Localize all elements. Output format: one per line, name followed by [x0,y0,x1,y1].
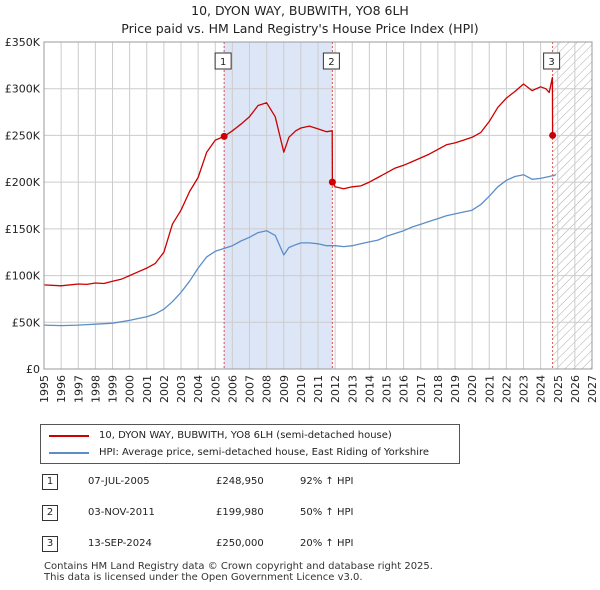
x-tick-label: 2015 [381,375,394,403]
x-tick-label: 2003 [175,375,188,403]
footer-line-1: Contains HM Land Registry data © Crown c… [44,561,433,572]
y-tick-label: £300K [5,83,41,96]
sale-point [328,178,336,186]
x-tick-label: 2016 [398,375,411,403]
x-tick-label: 2001 [141,375,154,403]
table-row: 1 07-JUL-2005 £248,950 92% ↑ HPI [0,474,600,494]
x-tick-label: 2004 [192,375,205,403]
property-price-line [43,76,554,287]
plot-frame [43,41,593,370]
transaction-number-badge: 2 [42,505,58,521]
price-chart: 1 2 3 1995 1996 1997 1998 1999 2000 2001 2002 2003… [5,36,599,403]
footer-notice: Contains HM Land Registry data © Crown c… [44,561,433,583]
x-tick-label: 2020 [466,375,479,403]
x-tick-label: 2024 [535,375,548,403]
sale-point [220,132,228,140]
y-tick-label: £0 [26,363,40,376]
marker-label-box [214,52,232,70]
x-tick-label: 2025 [552,375,565,403]
y-tick-label: £250K [5,129,41,142]
x-tick-label: 2027 [586,375,599,403]
x-tick-label: 1996 [55,375,68,403]
x-tick-label: 1997 [72,375,85,403]
transaction-hpi-change: 92% ↑ HPI [300,476,354,487]
legend-item-hpi: HPI: Average price, semi-detached house,… [49,446,449,460]
transaction-date: 13-SEP-2024 [88,538,152,549]
legend-swatch-hpi [49,452,89,454]
x-tick-label: 2008 [261,375,274,403]
x-tick-label: 2005 [209,375,222,403]
x-tick-label: 2023 [518,375,531,403]
transaction-hpi-change: 50% ↑ HPI [300,507,354,518]
marker-label: 2 [328,57,334,68]
x-tick-label: 2007 [244,375,257,403]
x-tick-label: 1998 [89,375,102,403]
x-tick-label: 2012 [329,375,342,403]
table-row: 2 03-NOV-2011 £199,980 50% ↑ HPI [0,505,600,525]
y-tick-label: £200K [5,176,41,189]
legend-swatch-property [49,435,89,437]
hpi-line [43,174,557,327]
x-tick-label: 2000 [124,375,137,403]
y-tick-label: £350K [5,36,41,49]
chart-title-line2: Price paid vs. HM Land Registry's House … [121,21,479,36]
y-tick-label: £100K [5,270,41,283]
transaction-date: 07-JUL-2005 [88,476,150,487]
marker-label-box [543,52,561,70]
x-tick-label: 2018 [432,375,445,403]
x-tick-label: 2019 [449,375,462,403]
y-tick-label: £50K [12,316,41,329]
x-tick-label: 2010 [295,375,308,403]
x-tick-label: 2021 [483,375,496,403]
x-tick-label: 2006 [226,375,239,403]
transaction-hpi-change: 20% ↑ HPI [300,538,354,549]
sale-point [549,131,557,139]
x-tick-label: 2026 [569,375,582,403]
transaction-date: 03-NOV-2011 [88,507,155,518]
legend: 10, DYON WAY, BUBWITH, YO8 6LH (semi-det… [40,424,460,464]
x-tick-label: 2014 [363,375,376,403]
table-row: 3 13-SEP-2024 £250,000 20% ↑ HPI [0,536,600,556]
highlight-band [223,42,333,369]
chart-title-line1: 10, DYON WAY, BUBWITH, YO8 6LH [191,3,409,18]
x-tick-label: 2011 [312,375,325,403]
x-tick-label: 2022 [500,375,513,403]
transaction-price: £250,000 [216,538,264,549]
x-tick-label: 2013 [346,375,359,403]
x-tick-label: 1999 [107,375,120,403]
x-tick-label: 2002 [158,375,171,403]
legend-item-property: 10, DYON WAY, BUBWITH, YO8 6LH (semi-det… [49,429,449,443]
footer-line-2: This data is licensed under the Open Gov… [44,572,363,583]
y-tick-label: £150K [5,223,41,236]
x-tick-label: 2017 [415,375,428,403]
marker-label-box [322,52,340,70]
transaction-number-badge: 3 [42,536,58,552]
transaction-number-badge: 1 [42,474,58,490]
transaction-price: £199,980 [216,507,264,518]
legend-label-property: 10, DYON WAY, BUBWITH, YO8 6LH (semi-det… [99,430,392,441]
forecast-hatch [552,42,592,369]
marker-label: 1 [220,57,226,68]
legend-label-hpi: HPI: Average price, semi-detached house,… [99,447,430,458]
x-tick-label: 2009 [278,375,291,403]
marker-label: 3 [548,57,554,68]
x-tick-label: 1995 [38,375,51,403]
transaction-price: £248,950 [216,476,264,487]
chart-title: 10, DYON WAY, BUBWITH, YO8 6LH Price pai… [0,2,600,38]
